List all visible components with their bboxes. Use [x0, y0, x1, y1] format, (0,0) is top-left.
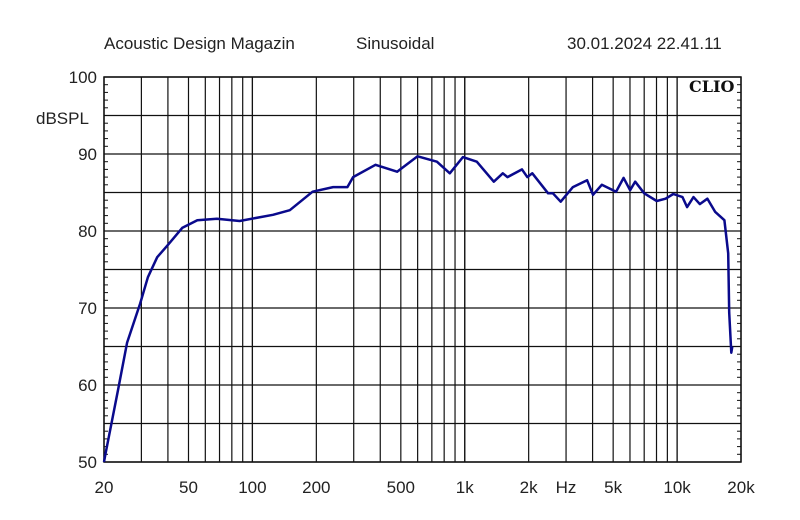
- x-tick-label: 20: [95, 478, 114, 497]
- clio-logo: CLIO: [689, 77, 734, 96]
- header-source: Acoustic Design Magazin: [104, 34, 295, 53]
- y-tick-label: 70: [78, 299, 97, 318]
- y-tick-label: 60: [78, 376, 97, 395]
- tick-labels: 50 60 70 80 90 100 20 50 100 200 500 1k 2k Hz 5k 10k 20k: [69, 68, 756, 497]
- y-tick-label: 100: [69, 68, 97, 87]
- header-timestamp: 30.01.2024 22.41.11: [567, 34, 722, 53]
- x-tick-label: 2k: [520, 478, 538, 497]
- y-tick-label: 80: [78, 222, 97, 241]
- plot-frame: [103, 76, 742, 463]
- x-tick-label: Hz: [556, 478, 577, 497]
- y-tick-label: 50: [78, 453, 97, 472]
- x-tick-label: 200: [302, 478, 330, 497]
- series-line: [102, 155, 734, 463]
- x-tick-label: 50: [179, 478, 198, 497]
- y-tick-label: 90: [78, 145, 97, 164]
- y-axis-label: dBSPL: [36, 109, 89, 128]
- grid: [103, 76, 742, 463]
- x-tick-label: 20k: [727, 478, 755, 497]
- x-tick-label: 1k: [456, 478, 474, 497]
- header-mode: Sinusoidal: [356, 34, 435, 53]
- x-tick-label: 500: [387, 478, 415, 497]
- x-tick-label: 100: [238, 478, 266, 497]
- x-tick-label: 10k: [663, 478, 691, 497]
- x-tick-label: 5k: [604, 478, 622, 497]
